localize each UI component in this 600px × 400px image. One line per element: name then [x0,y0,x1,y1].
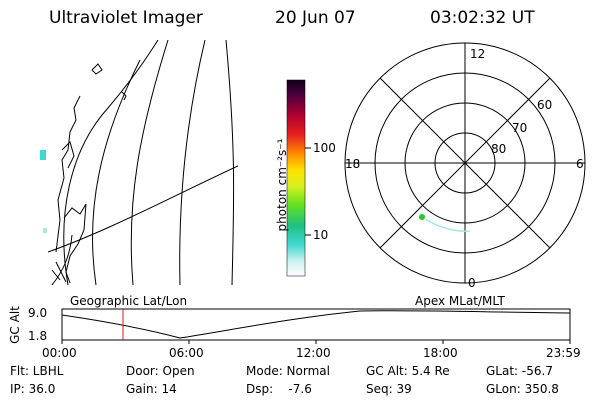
timeline-ytick-9: 9.0 [28,306,48,320]
timeline-xtick-1800: 18:00 [423,346,458,360]
observation-time: 03:02:32 UT [430,8,535,28]
status-filter: Flt: LBHL [10,364,64,378]
polar-dial [344,42,586,284]
timeline-ylabel: GC Alt [8,306,22,344]
timeline-title-geographic: Geographic Lat/Lon [70,294,188,308]
timeline-ytick-1.8: 1.8 [28,329,48,343]
map-limb [63,40,159,286]
altitude-trace [61,310,571,339]
map-speckle [40,150,46,160]
lat-label-60: 60 [537,98,553,112]
map-latitude-arc [51,234,73,286]
status-gc-alt: GC Alt: 5.4 Re [366,364,450,378]
aurora-oval-trace [424,218,471,232]
status-door: Door: Open [126,364,195,378]
geographic-map [48,40,238,286]
aurora-spot [419,214,425,220]
timeline-title-apex: Apex MLat/MLT [415,294,505,308]
map-speckle-2 [43,228,47,233]
status-gain: Gain: 14 [126,382,177,396]
status-seq: Seq: 39 [366,382,412,396]
status-dsp: Dsp: -7.6 [246,382,312,396]
map-meridian-1 [92,59,141,286]
timeline-xtick-0000: 00:00 [42,346,77,360]
colorbar-tick-100: 100 [313,141,336,155]
coastline [55,63,127,284]
map-meridian-2 [130,40,169,286]
status-glat: GLat: -56.7 [486,364,553,378]
map-meridian-3 [179,40,206,286]
status-ip: IP: 36.0 [10,382,56,396]
map-parallel [48,165,238,253]
mlt-label-0: 0 [468,276,476,290]
mlt-label-6: 6 [576,157,584,171]
polar-diagonal-2 [379,77,551,249]
observation-date: 20 Jun 07 [275,8,356,28]
map-sunlit-boundary [51,261,67,283]
status-mode: Mode: Normal [246,364,330,378]
colorbar-tick-10: 10 [313,228,329,242]
instrument-title: Ultraviolet Imager [49,8,203,28]
timeline-frame [61,308,571,341]
mlt-label-12: 12 [470,47,486,61]
colorbar [286,79,306,277]
lat-label-70: 70 [512,121,528,135]
mlt-label-18: 18 [345,157,361,171]
timeline-xtick-2359: 23:59 [546,346,581,360]
lat-label-80: 80 [491,142,507,156]
colorbar-label: photon cm⁻²s⁻¹ [275,138,289,232]
map-meridian-4 [225,40,235,286]
timeline-xtick-0600: 06:00 [169,346,204,360]
status-glon: GLon: 350.8 [486,382,559,396]
timeline-xtick-1200: 12:00 [296,346,331,360]
